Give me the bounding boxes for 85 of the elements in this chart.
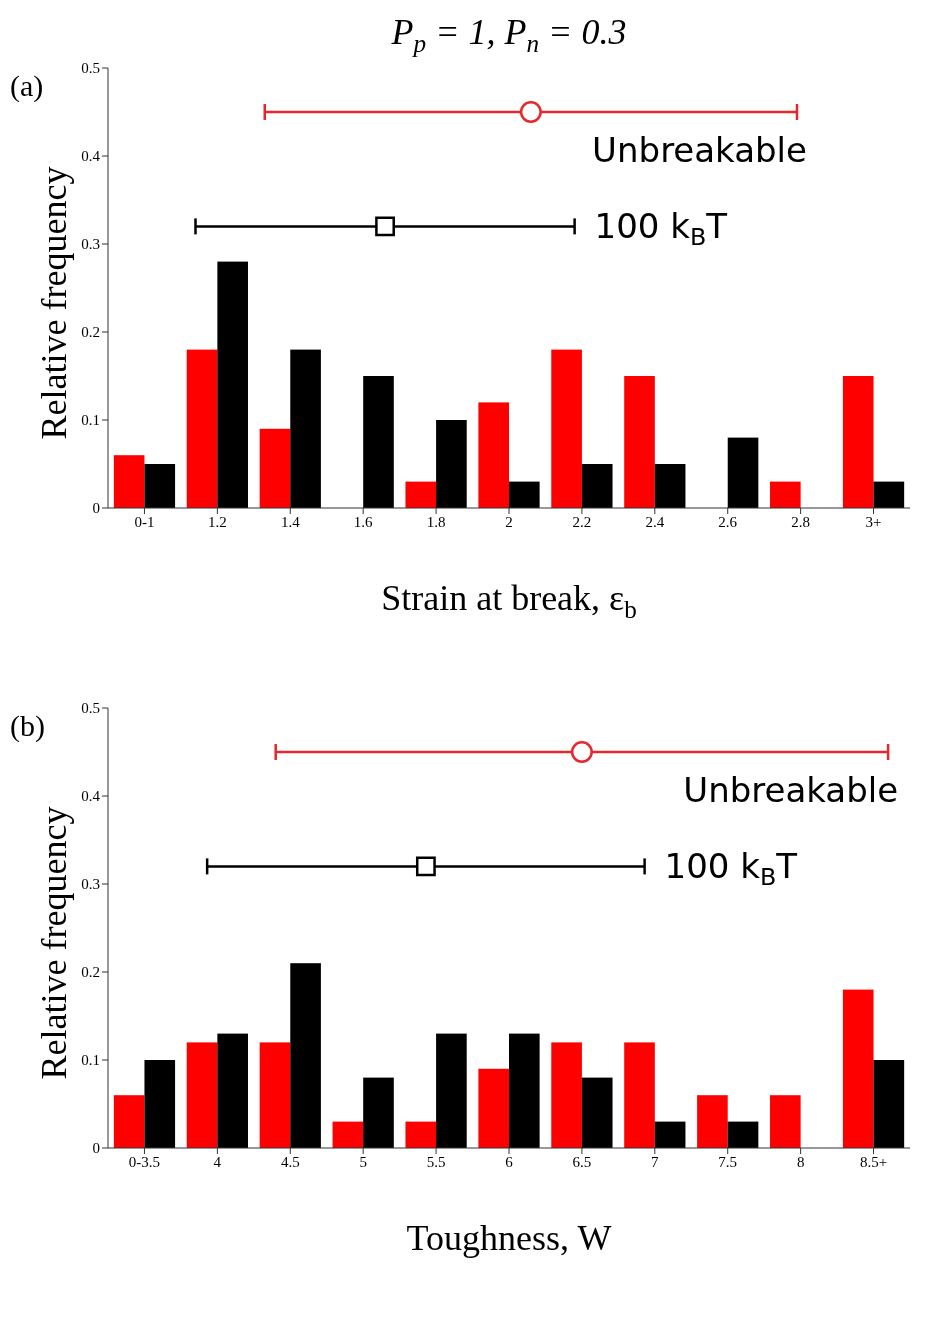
chart-title: P$_{p}$ = 1, P$_{n}$ = 0.3	[390, 12, 627, 57]
y-axis-title: Relative frequency	[34, 806, 74, 1080]
bar	[654, 464, 686, 508]
bar	[113, 1095, 145, 1148]
bar	[873, 481, 905, 508]
x-tick-label: 3+	[865, 513, 882, 530]
x-tick-label: 2	[505, 513, 513, 530]
y-tick-label: 0.2	[81, 964, 100, 981]
bar	[113, 455, 145, 508]
bar	[842, 989, 874, 1148]
bar	[363, 376, 394, 508]
bar	[290, 349, 321, 508]
y-tick-label: 0	[92, 1140, 100, 1157]
text: Unbreakable	[683, 770, 899, 810]
bar	[624, 1042, 655, 1148]
x-tick-label: 4.5	[280, 1153, 300, 1170]
x-axis-title: Strain at break, ε$_{b}$	[381, 578, 637, 623]
x-tick-label: 1.8	[426, 513, 446, 530]
x-tick-label: 2.6	[718, 513, 738, 530]
y-tick-label: 0.3	[81, 876, 100, 893]
x-tick-label: 6	[505, 1153, 514, 1170]
y-tick-label: 0.1	[81, 1052, 100, 1069]
bar	[478, 1068, 509, 1148]
bar	[363, 1077, 394, 1148]
bar	[770, 1095, 801, 1148]
y-tick-label: 0	[92, 500, 100, 517]
x-axis-title: Toughness, W	[406, 1218, 612, 1258]
bar	[581, 464, 613, 508]
text: (a)	[10, 69, 44, 103]
bar	[654, 1121, 686, 1148]
bar	[186, 1042, 218, 1148]
x-tick-label: 7.5	[718, 1153, 738, 1170]
bar	[217, 1033, 248, 1148]
x-tick-label: 0-3.5	[128, 1153, 161, 1170]
x-tick-label: 7	[651, 1153, 660, 1170]
x-tick-label: 5.5	[426, 1153, 446, 1170]
y-tick-label: 0.4	[81, 788, 101, 805]
bar	[551, 1042, 582, 1148]
x-tick-label: 0-1	[134, 513, 155, 530]
y-tick-label: 0.2	[81, 324, 100, 341]
bar	[405, 1121, 437, 1148]
bar	[332, 1121, 364, 1148]
bar	[405, 481, 437, 508]
x-tick-label: 4	[213, 1153, 222, 1170]
series-label: Unbreakable	[592, 130, 807, 170]
x-tick-label: 2.2	[572, 513, 592, 530]
x-tick-label: 2.8	[791, 513, 811, 530]
bar	[873, 1060, 905, 1148]
bar	[727, 437, 759, 508]
y-axis-title: Relative frequency	[34, 166, 74, 440]
bar	[290, 963, 321, 1148]
text: 100 k$_{B}$T	[594, 206, 728, 252]
x-tick-label: 1.6	[353, 513, 374, 530]
bar	[697, 1095, 728, 1148]
bar	[581, 1077, 613, 1148]
x-tick-label: 8.5+	[859, 1153, 888, 1170]
x-tick-label: 1.2	[207, 513, 227, 530]
x-tick-label: 2.4	[645, 513, 665, 530]
bar	[186, 349, 218, 508]
y-tick-label: 0.1	[81, 412, 100, 429]
bar	[509, 1033, 540, 1148]
bar	[144, 1060, 176, 1148]
bar	[842, 376, 874, 508]
text: 100 k$_{B}$T	[664, 846, 798, 892]
y-tick-label: 0.3	[81, 236, 100, 253]
x-tick-label: 5	[359, 1153, 367, 1170]
x-tick-label: 8	[796, 1153, 805, 1170]
bar	[478, 402, 509, 508]
bar	[144, 464, 176, 508]
x-tick-label: 1.4	[280, 513, 301, 530]
y-tick-label: 0.5	[81, 60, 100, 77]
bar	[436, 420, 467, 508]
bar	[509, 481, 540, 508]
bar	[551, 349, 582, 508]
bar	[259, 428, 291, 508]
bar	[436, 1033, 467, 1148]
bar	[259, 1042, 291, 1148]
y-tick-label: 0.5	[81, 700, 100, 717]
bar	[624, 376, 655, 508]
bar	[770, 481, 801, 508]
text: (b)	[10, 709, 45, 743]
x-tick-label: 6.5	[572, 1153, 592, 1170]
bar	[727, 1121, 759, 1148]
bar	[217, 261, 248, 508]
y-tick-label: 0.4	[81, 148, 101, 165]
